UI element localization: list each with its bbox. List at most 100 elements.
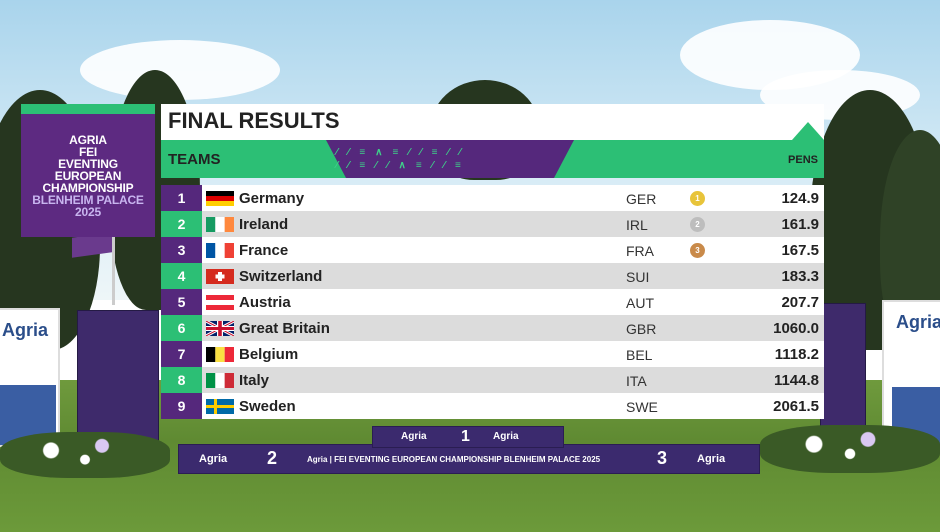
results-title-bar: FINAL RESULTS <box>161 104 824 140</box>
team-name: Ireland <box>239 216 289 233</box>
penalties-value: 124.9 <box>781 190 819 207</box>
sponsor-name: AGRIA <box>69 133 107 147</box>
result-row: 9 Sweden SWE 2061.5 <box>161 393 824 419</box>
pens-header: PENS <box>788 154 818 166</box>
pillar-left <box>77 310 159 447</box>
rank-cell: 4 <box>161 263 202 289</box>
event-line-1: EVENTING <box>58 157 118 171</box>
result-cell: France FRA 3 167.5 <box>202 237 824 263</box>
podium-number-3: 3 <box>657 448 668 468</box>
great-britain-flag-icon <box>206 321 234 336</box>
event-line-2: EUROPEAN <box>54 169 122 183</box>
result-cell: Italy ITA 1144.8 <box>202 367 824 393</box>
result-cell: Austria AUT 207.7 <box>202 289 824 315</box>
podium-base: Agria 2 Agria | FEI EVENTING EUROPEAN CH… <box>178 444 760 474</box>
team-name: Italy <box>239 372 270 389</box>
france-flag-icon <box>206 243 234 258</box>
podium-brand: Agria <box>697 453 726 465</box>
triangle-decoration <box>792 122 824 140</box>
flag-pole <box>112 225 115 305</box>
belgium-flag-icon <box>206 347 234 362</box>
rank-cell: 5 <box>161 289 202 315</box>
country-code: AUT <box>626 295 654 311</box>
penalties-value: 2061.5 <box>773 398 819 415</box>
podium-brand: Agria <box>493 431 519 442</box>
event-logo: AGRIA FEI EVENTING EUROPEAN CHAMPIONSHIP… <box>21 104 155 237</box>
rank-cell: 1 <box>161 185 202 211</box>
country-code: BEL <box>626 347 653 363</box>
team-name: Great Britain <box>239 320 330 337</box>
country-code: FRA <box>626 243 654 259</box>
team-name: Belgium <box>239 346 299 363</box>
event-line-3: CHAMPIONSHIP <box>42 181 134 195</box>
team-name: France <box>239 242 289 259</box>
results-title: FINAL RESULTS <box>168 108 340 133</box>
rank-cell: 9 <box>161 393 202 419</box>
podium-banner: Agria | FEI EVENTING EUROPEAN CHAMPIONSH… <box>307 455 601 464</box>
sponsor-board-brand: Agria <box>2 320 49 340</box>
podium-top: Agria 1 Agria <box>372 426 564 448</box>
team-name: Sweden <box>239 398 296 415</box>
event-place: BLENHEIM PALACE <box>32 193 144 207</box>
flower-bed <box>0 432 170 478</box>
results-table: 1 Germany GER 1 124.9 2 Ireland IRL 2 161.9 3 Franc… <box>161 185 824 419</box>
rank-cell: 2 <box>161 211 202 237</box>
medal-icon: 1 <box>690 191 705 206</box>
result-cell: Sweden SWE 2061.5 <box>202 393 824 419</box>
country-code: GER <box>626 191 657 207</box>
country-code: IRL <box>626 217 648 233</box>
pillar-right <box>820 303 866 435</box>
country-code: SWE <box>626 399 658 415</box>
fei-logo: FEI <box>78 145 98 159</box>
flower-bed <box>760 425 940 473</box>
sponsor-board-brand: Agria <box>896 312 940 332</box>
rank-cell: 8 <box>161 367 202 393</box>
result-cell: Ireland IRL 2 161.9 <box>202 211 824 237</box>
result-row: 4 Switzerland SUI 183.3 <box>161 263 824 289</box>
teams-label: TEAMS <box>168 151 221 168</box>
result-row: 1 Germany GER 1 124.9 <box>161 185 824 211</box>
result-row: 5 Austria AUT 207.7 <box>161 289 824 315</box>
result-row: 7 Belgium BEL 1118.2 <box>161 341 824 367</box>
penalties-value: 183.3 <box>781 268 819 285</box>
result-cell: Germany GER 1 124.9 <box>202 185 824 211</box>
penalties-value: 1060.0 <box>773 320 819 337</box>
subheader-green-right <box>554 140 824 178</box>
result-row: 3 France FRA 3 167.5 <box>161 237 824 263</box>
podium-brand: Agria <box>199 453 228 465</box>
penalties-value: 1144.8 <box>773 372 819 389</box>
team-name: Switzerland <box>239 268 323 285</box>
medal-icon: 2 <box>690 217 705 232</box>
penalties-value: 167.5 <box>781 242 819 259</box>
country-code: SUI <box>626 269 650 285</box>
results-subheader: ⁄⁄≡∧≡⁄⁄≡⁄⁄ ⁄⁄≡⁄⁄∧≡⁄⁄≡ TEAMS PENS <box>161 140 824 178</box>
event-year: 2025 <box>75 205 101 219</box>
result-row: 8 Italy ITA 1144.8 <box>161 367 824 393</box>
penalties-value: 207.7 <box>781 294 819 311</box>
podium-brand: Agria <box>401 431 427 442</box>
country-code: ITA <box>626 373 647 389</box>
team-name: Austria <box>239 294 291 311</box>
result-row: 2 Ireland IRL 2 161.9 <box>161 211 824 237</box>
rank-cell: 7 <box>161 341 202 367</box>
result-cell: Great Britain GBR 1060.0 <box>202 315 824 341</box>
germany-flag-icon <box>206 191 234 206</box>
penalties-value: 161.9 <box>781 216 819 233</box>
result-cell: Switzerland SUI 183.3 <box>202 263 824 289</box>
country-code: GBR <box>626 321 657 337</box>
pattern-decoration: ⁄⁄≡∧≡⁄⁄≡⁄⁄ ⁄⁄≡⁄⁄∧≡⁄⁄≡ <box>336 147 471 171</box>
team-name: Germany <box>239 190 305 207</box>
result-cell: Belgium BEL 1118.2 <box>202 341 824 367</box>
medal-icon: 3 <box>690 243 705 258</box>
rank-cell: 6 <box>161 315 202 341</box>
podium-number-2: 2 <box>267 448 278 468</box>
rank-cell: 3 <box>161 237 202 263</box>
italy-flag-icon <box>206 373 234 388</box>
sweden-flag-icon <box>206 399 234 414</box>
penalties-value: 1118.2 <box>774 346 819 363</box>
ireland-flag-icon <box>206 217 234 232</box>
austria-flag-icon <box>206 295 234 310</box>
switzerland-flag-icon <box>206 269 234 284</box>
subheader-green-left <box>161 140 346 178</box>
sponsor-board-left: Agria <box>0 308 60 447</box>
